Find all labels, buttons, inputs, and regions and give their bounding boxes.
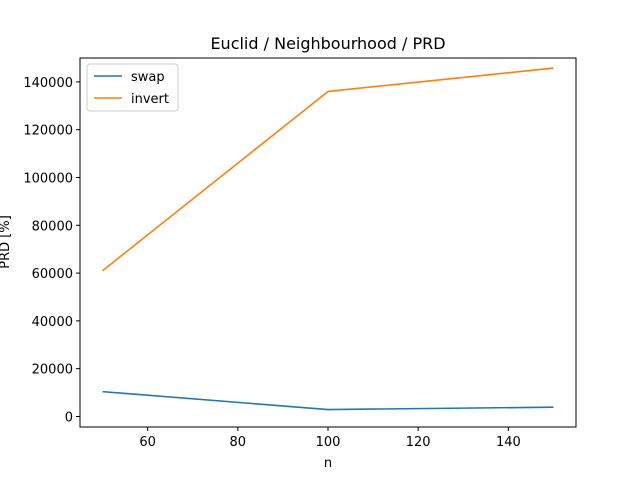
y-axis: 0 20000 40000 60000 80000 100000 120000 140000 <box>23 76 80 425</box>
x-tick-label: 60 <box>139 435 156 450</box>
y-axis-label: PRD [%] <box>0 215 13 269</box>
y-tick-label: 120000 <box>23 124 73 139</box>
y-tick-label: 60000 <box>32 267 73 282</box>
y-tick-label: 20000 <box>32 363 73 378</box>
series-line-invert <box>102 67 554 272</box>
y-tick-label: 0 <box>65 410 73 425</box>
x-tick-label: 80 <box>230 435 247 450</box>
y-tick-label: 40000 <box>32 315 73 330</box>
plot-area <box>79 57 577 428</box>
y-tick-label: 80000 <box>32 219 73 234</box>
x-tick-label: 140 <box>496 435 521 450</box>
x-axis-label: n <box>324 456 332 471</box>
legend: swap invert <box>86 63 179 112</box>
legend-label-invert: invert <box>131 92 169 107</box>
y-tick-label: 100000 <box>23 171 73 186</box>
chart-title: Euclid / Neighbourhood / PRD <box>210 34 445 53</box>
x-tick-label: 100 <box>316 435 341 450</box>
series-layer <box>102 67 554 411</box>
y-tick-label: 140000 <box>23 76 73 91</box>
x-axis: 60 80 100 120 140 <box>139 427 521 450</box>
x-tick-label: 120 <box>406 435 431 450</box>
legend-label-swap: swap <box>131 70 165 85</box>
series-line-swap <box>102 390 554 411</box>
